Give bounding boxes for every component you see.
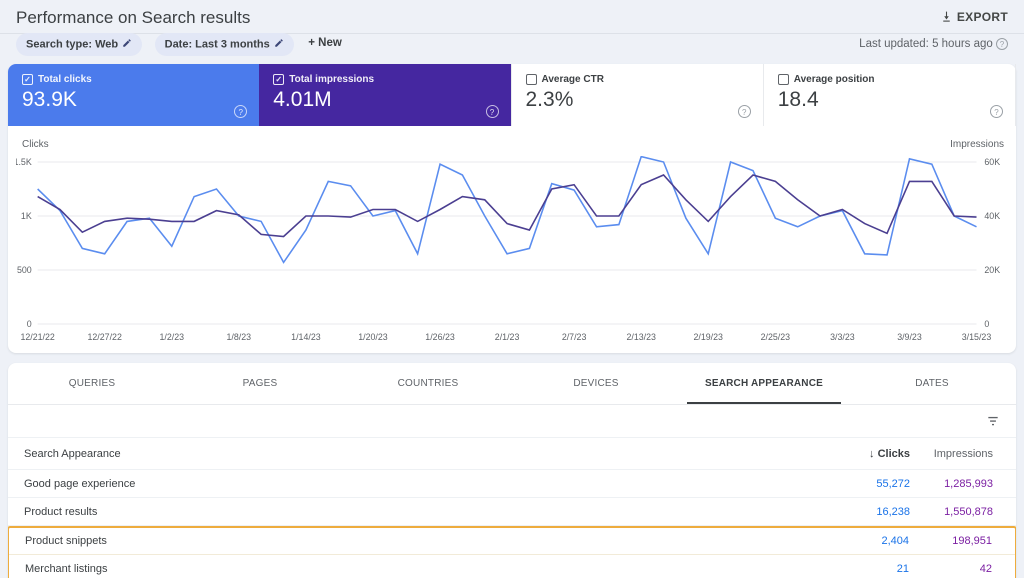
- svg-text:12/21/22: 12/21/22: [20, 332, 54, 342]
- svg-text:1/8/23: 1/8/23: [227, 332, 252, 342]
- svg-text:1/2/23: 1/2/23: [160, 332, 185, 342]
- svg-text:40K: 40K: [984, 211, 1000, 221]
- svg-text:3/15/23: 3/15/23: [962, 332, 992, 342]
- svg-text:12/27/22: 12/27/22: [87, 332, 121, 342]
- svg-text:2/25/23: 2/25/23: [761, 332, 791, 342]
- svg-text:2/7/23: 2/7/23: [562, 332, 587, 342]
- svg-text:1/26/23: 1/26/23: [425, 332, 455, 342]
- svg-text:3/3/23: 3/3/23: [830, 332, 855, 342]
- svg-text:0: 0: [984, 319, 989, 329]
- svg-text:2/13/23: 2/13/23: [626, 332, 656, 342]
- svg-text:1/14/23: 1/14/23: [291, 332, 321, 342]
- svg-text:20K: 20K: [984, 265, 1000, 275]
- svg-text:1K: 1K: [21, 211, 32, 221]
- svg-text:3/9/23: 3/9/23: [897, 332, 922, 342]
- svg-text:1.5K: 1.5K: [16, 157, 32, 167]
- svg-text:2/1/23: 2/1/23: [495, 332, 520, 342]
- svg-text:2/19/23: 2/19/23: [693, 332, 723, 342]
- svg-text:60K: 60K: [984, 157, 1000, 167]
- svg-text:0: 0: [27, 319, 32, 329]
- svg-text:500: 500: [17, 265, 32, 275]
- svg-text:1/20/23: 1/20/23: [358, 332, 388, 342]
